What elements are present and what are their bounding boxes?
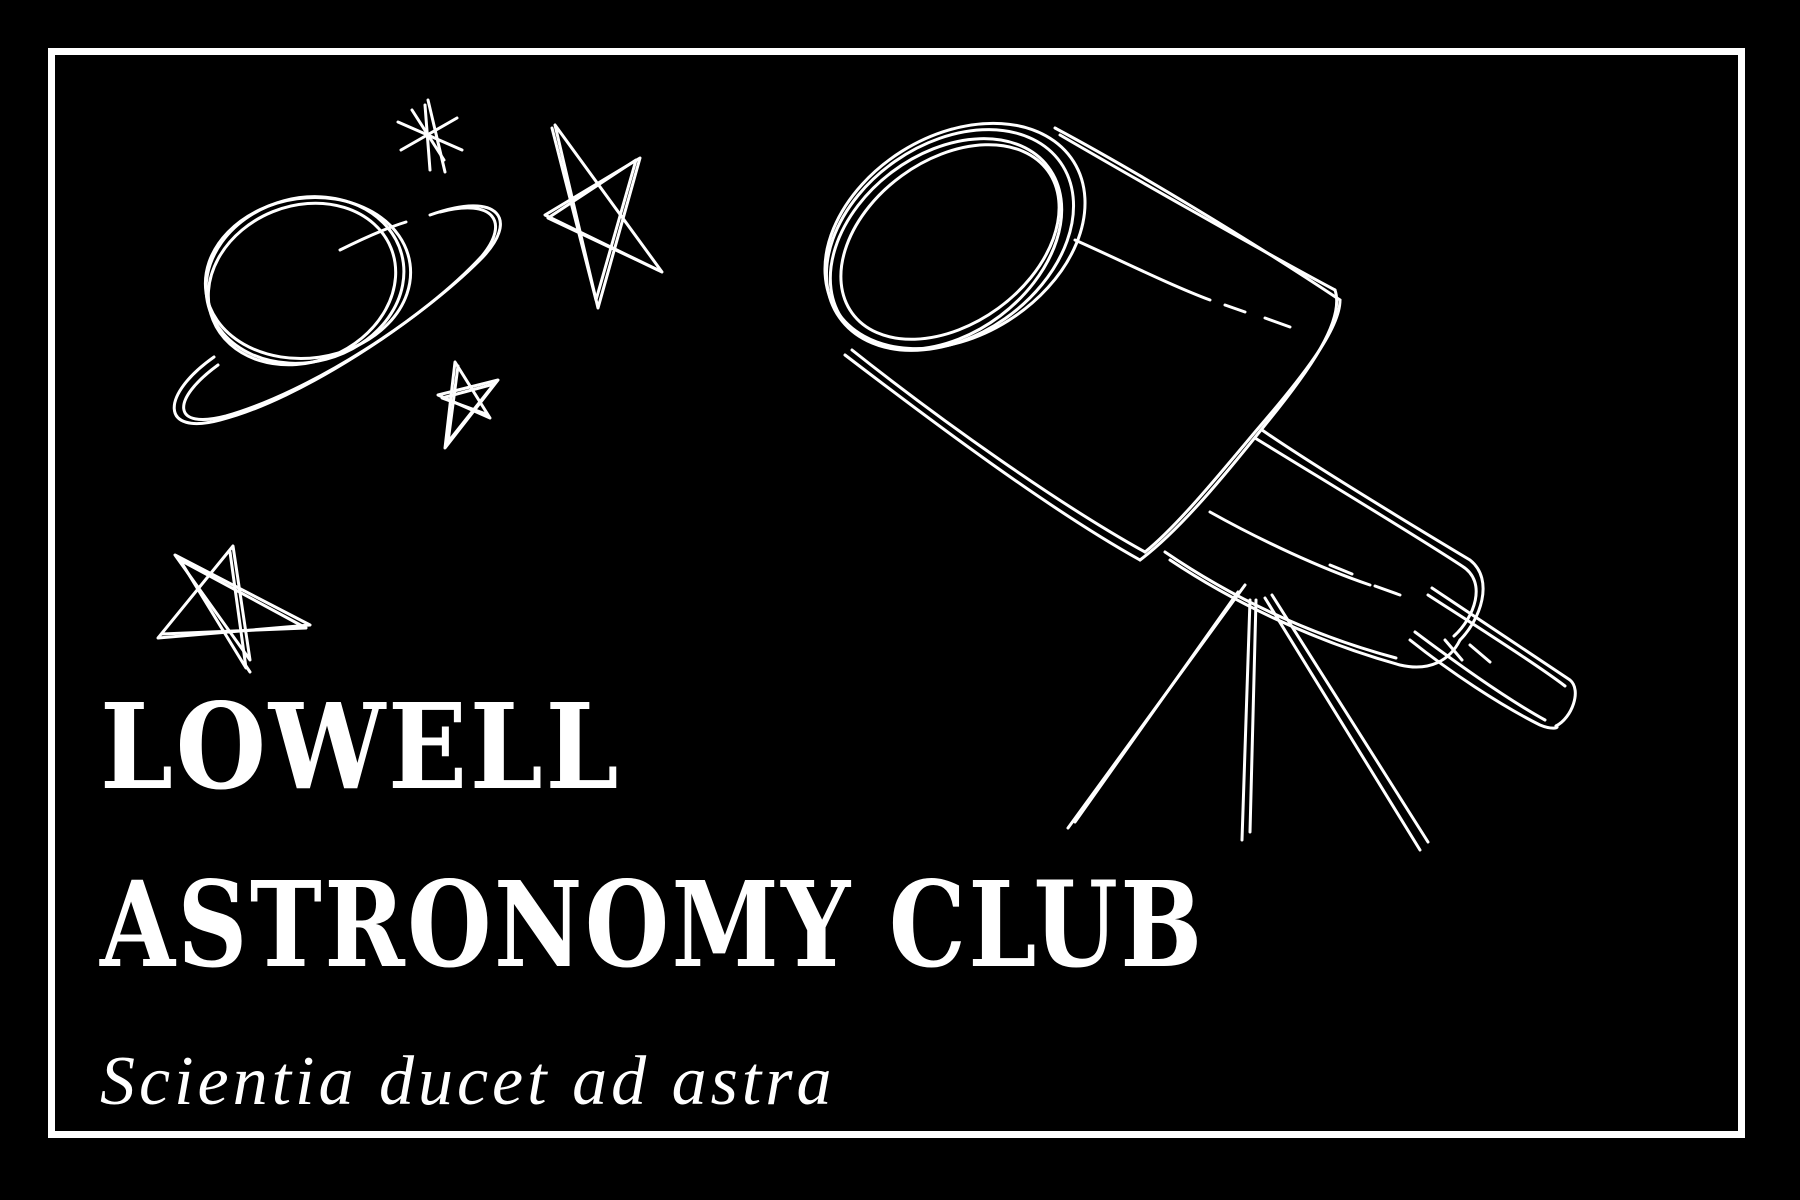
club-title-line-2: ASTRONOMY CLUB [100, 855, 1205, 994]
club-motto: Scientia ducet ad astra [100, 1043, 836, 1120]
star-icon [436, 360, 500, 450]
telescope-icon [823, 121, 1577, 852]
border-frame [48, 48, 1745, 1138]
planet-icon [172, 195, 502, 426]
star-icon [156, 544, 312, 674]
star-icon [543, 123, 664, 310]
club-title-line-1: LOWELL [100, 677, 622, 816]
asterisk-star-icon [396, 98, 464, 174]
